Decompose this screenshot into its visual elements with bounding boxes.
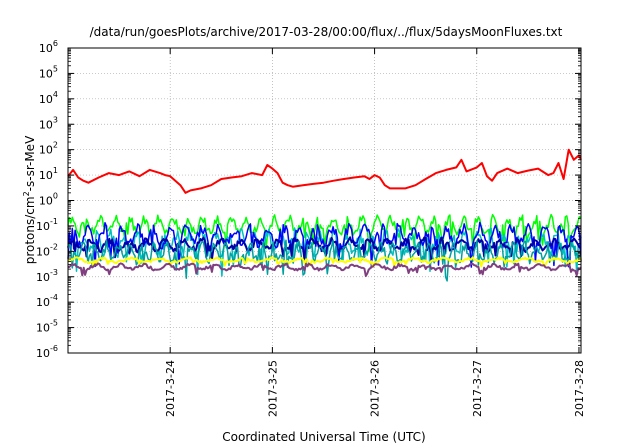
y-tick-base: 10 (36, 220, 50, 233)
y-tick-label: 101 (39, 166, 58, 182)
y-tick-base: 10 (39, 144, 53, 157)
y-tick-label: 10-6 (36, 344, 58, 360)
x-tick-label: 2017-3-25 (266, 360, 279, 417)
y-tick-label: 106 (39, 39, 58, 55)
x-tick-label: 2017-3-24 (164, 360, 177, 417)
y-tick-exponent: 6 (53, 39, 58, 48)
y-tick-exponent: 1 (53, 166, 58, 175)
x-tick-labels: 2017-3-24 2017-3-25 2017-3-26 2017-3-27 2017… (164, 360, 586, 417)
y-tick-exponent: -3 (50, 268, 58, 277)
y-tick-base: 10 (36, 271, 50, 284)
y-tick-exponent: 2 (53, 141, 58, 150)
y-tick-exponent: 5 (53, 64, 58, 73)
y-tick-base: 10 (36, 296, 50, 309)
y-tick-label: 10-4 (36, 293, 58, 309)
y-tick-label: 10-3 (36, 268, 58, 284)
chart-title: /data/run/goesPlots/archive/2017-03-28/0… (90, 25, 563, 39)
y-axis-label-sup: 2 (22, 191, 31, 196)
y-tick-label: 10-1 (36, 217, 58, 233)
y-axis-label-base: protons/cm (23, 196, 37, 264)
y-tick-base: 10 (36, 347, 50, 360)
y-tick-labels: 10-610-510-410-310-210-11001011021031041… (36, 39, 58, 360)
y-tick-exponent: -4 (50, 293, 58, 302)
y-tick-exponent: 4 (53, 90, 58, 99)
y-tick-base: 10 (39, 169, 53, 182)
plot-frame (67, 47, 582, 354)
series-line-8 (67, 262, 582, 277)
y-tick-base: 10 (39, 118, 53, 131)
y-tick-label: 100 (39, 192, 58, 208)
y-tick-base: 10 (39, 67, 53, 80)
y-tick-label: 103 (39, 115, 58, 131)
y-tick-exponent: -2 (50, 242, 58, 251)
series-line-7 (67, 256, 582, 268)
series-layer (67, 148, 582, 282)
x-tick-label: 2017-3-27 (471, 360, 484, 417)
y-tick-exponent: 3 (53, 115, 58, 124)
series-line-1 (67, 148, 582, 194)
y-tick-base: 10 (39, 93, 53, 106)
y-tick-exponent: -1 (50, 217, 58, 226)
y-axis-label: protons/cm2-s-sr-MeV (22, 135, 37, 264)
y-tick-label: 104 (39, 90, 58, 106)
y-tick-exponent: 0 (53, 192, 58, 201)
y-tick-label: 102 (39, 141, 58, 157)
y-tick-label: 105 (39, 64, 58, 80)
y-tick-base: 10 (39, 195, 53, 208)
y-tick-base: 10 (36, 322, 50, 335)
series-line-4 (67, 221, 582, 269)
y-tick-label: 10-5 (36, 319, 58, 335)
x-tick-label: 2017-3-26 (369, 360, 382, 417)
grid-lines (68, 48, 581, 353)
y-tick-base: 10 (36, 245, 50, 258)
ticks (68, 47, 581, 354)
y-axis-label-rest: -s-sr-MeV (23, 135, 37, 191)
x-axis-label: Coordinated Universal Time (UTC) (222, 430, 425, 444)
y-tick-exponent: -5 (50, 319, 58, 328)
y-tick-label: 10-2 (36, 242, 58, 258)
y-tick-exponent: -6 (50, 344, 58, 353)
series-line-6 (67, 239, 582, 282)
x-tick-label: 2017-3-28 (573, 360, 586, 417)
y-tick-base: 10 (39, 42, 53, 55)
